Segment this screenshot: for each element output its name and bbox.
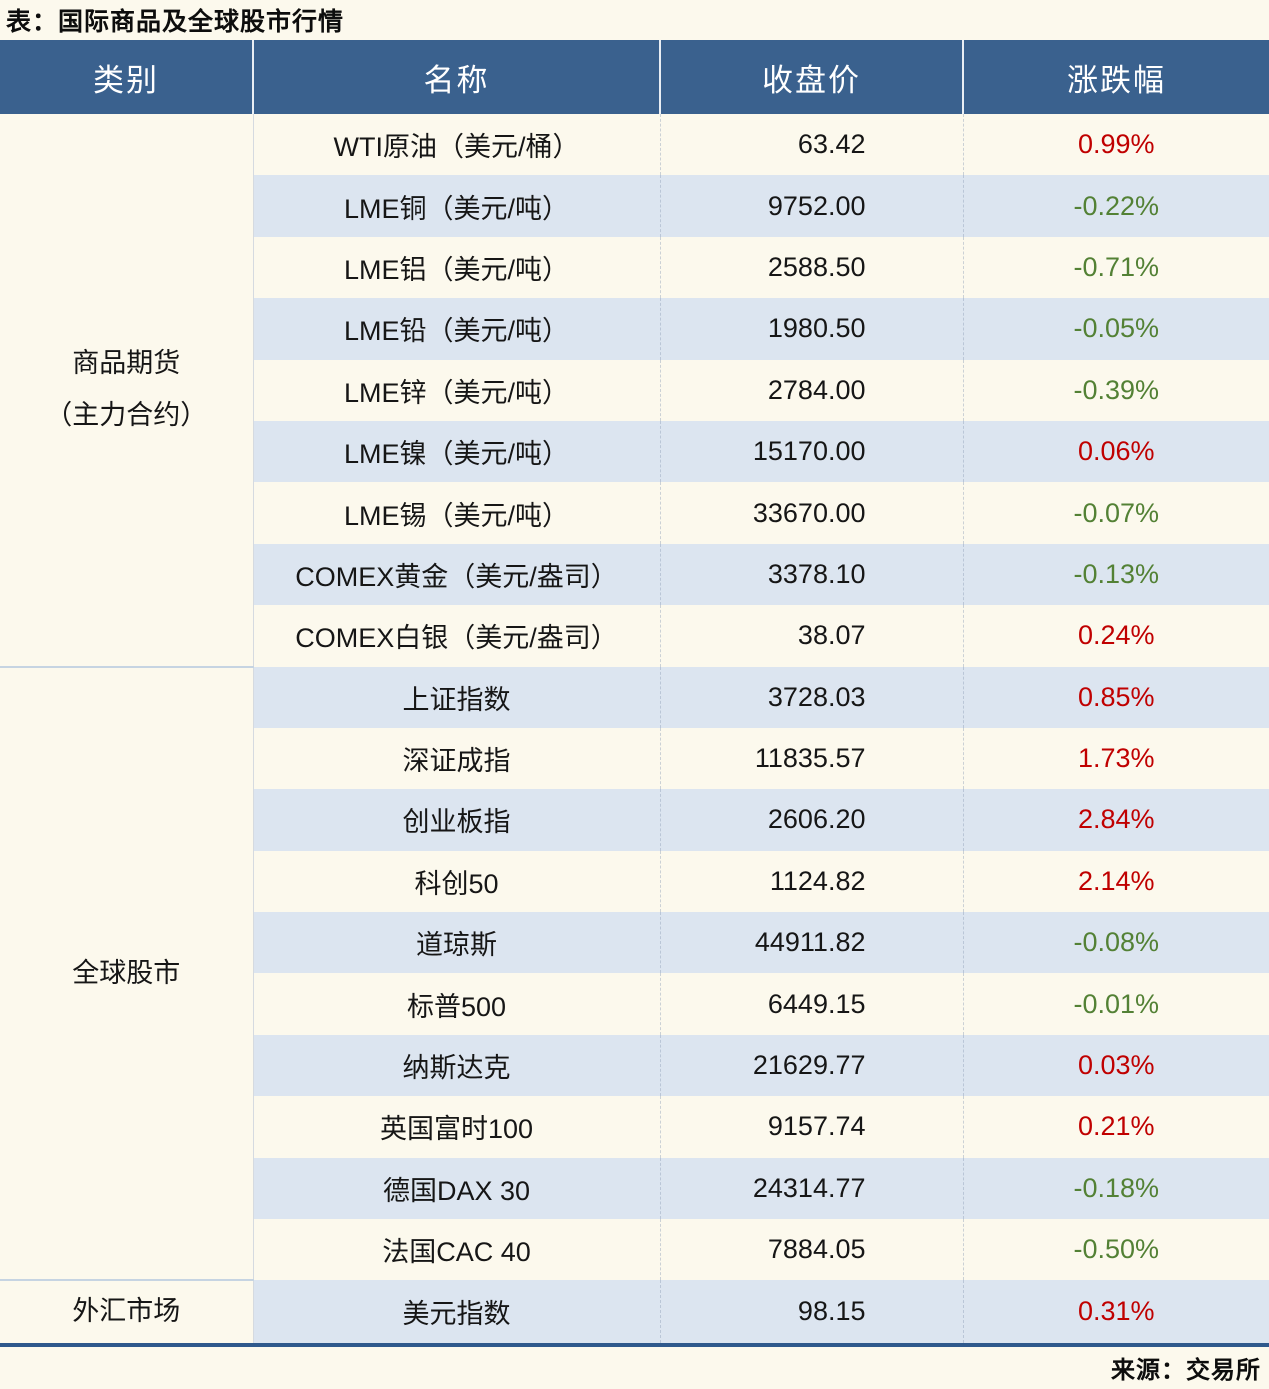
- table-row: 全球股市 上证指数 3728.03 0.85%: [0, 665, 1269, 1281]
- change-percent: -0.13%: [963, 543, 1269, 606]
- close-price: 9752.00: [660, 175, 964, 237]
- close-price: 1124.82: [660, 850, 964, 913]
- table-row: COMEX黄金（美元/盎司） 3378.10 -0.13%: [0, 543, 1269, 606]
- table-row: 道琼斯 44911.82 -0.08%: [0, 912, 1269, 974]
- category-cell-global-stocks: 全球股市: [0, 665, 254, 1281]
- close-price: 44911.82: [660, 912, 964, 974]
- instrument-name: WTI原油（美元/桶）: [253, 114, 661, 176]
- close-price: 63.42: [660, 114, 964, 176]
- table-row: LME镍（美元/吨） 15170.00 0.06%: [0, 420, 1269, 483]
- instrument-name: 创业板指: [253, 789, 661, 851]
- change-percent: -0.50%: [963, 1219, 1269, 1281]
- col-header-category: 类别: [0, 40, 254, 114]
- change-percent: 0.06%: [963, 420, 1269, 483]
- category-cell-forex: 外汇市场: [0, 1279, 254, 1347]
- table-row: LME铜（美元/吨） 9752.00 -0.22%: [0, 175, 1269, 237]
- close-price: 98.15: [660, 1280, 964, 1347]
- table-row: 德国DAX 30 24314.77 -0.18%: [0, 1157, 1269, 1220]
- instrument-name: 科创50: [253, 850, 661, 913]
- table-row: LME锡（美元/吨） 33670.00 -0.07%: [0, 482, 1269, 544]
- table-row: 深证成指 11835.57 1.73%: [0, 727, 1269, 790]
- instrument-name: 英国富时100: [253, 1096, 661, 1158]
- table-row: LME锌（美元/吨） 2784.00 -0.39%: [0, 359, 1269, 421]
- close-price: 33670.00: [660, 482, 964, 544]
- table-row: 外汇市场 美元指数 98.15 0.31%: [0, 1279, 1269, 1347]
- change-percent: 2.84%: [963, 789, 1269, 851]
- table-row: COMEX白银（美元/盎司） 38.07 0.24%: [0, 605, 1269, 667]
- change-percent: 0.85%: [963, 666, 1269, 728]
- instrument-name: COMEX白银（美元/盎司）: [253, 605, 661, 667]
- instrument-name: LME锡（美元/吨）: [253, 482, 661, 544]
- instrument-name: 上证指数: [253, 666, 661, 728]
- table-row: 科创50 1124.82 2.14%: [0, 850, 1269, 913]
- instrument-name: 法国CAC 40: [253, 1219, 661, 1281]
- table-row: 法国CAC 40 7884.05 -0.50%: [0, 1219, 1269, 1281]
- close-price: 9157.74: [660, 1096, 964, 1158]
- close-price: 11835.57: [660, 727, 964, 790]
- close-price: 6449.15: [660, 973, 964, 1035]
- close-price: 3378.10: [660, 543, 964, 606]
- col-header-change: 涨跌幅: [963, 40, 1269, 114]
- close-price: 2588.50: [660, 236, 964, 299]
- close-price: 2784.00: [660, 359, 964, 421]
- change-percent: 0.99%: [963, 114, 1269, 176]
- change-percent: 0.03%: [963, 1034, 1269, 1097]
- instrument-name: 深证成指: [253, 727, 661, 790]
- table-row: LME铅（美元/吨） 1980.50 -0.05%: [0, 298, 1269, 360]
- instrument-name: COMEX黄金（美元/盎司）: [253, 543, 661, 606]
- instrument-name: 道琼斯: [253, 912, 661, 974]
- close-price: 2606.20: [660, 789, 964, 851]
- page-title: 表：国际商品及全球股市行情: [6, 8, 345, 36]
- change-percent: 0.21%: [963, 1096, 1269, 1158]
- col-header-name: 名称: [253, 40, 661, 114]
- instrument-name: 德国DAX 30: [253, 1157, 661, 1220]
- change-percent: -0.07%: [963, 482, 1269, 544]
- change-percent: 0.24%: [963, 605, 1269, 667]
- table-row: 创业板指 2606.20 2.84%: [0, 789, 1269, 851]
- table-row: 纳斯达克 21629.77 0.03%: [0, 1034, 1269, 1097]
- quote-table: 类别 名称 收盘价 涨跌幅 商品期货 （主力合约） WTI原油（美元/桶） 63…: [0, 40, 1269, 1347]
- close-price: 24314.77: [660, 1157, 964, 1220]
- table-row: 标普500 6449.15 -0.01%: [0, 973, 1269, 1035]
- table-header: 类别 名称 收盘价 涨跌幅: [0, 40, 1269, 114]
- change-percent: -0.39%: [963, 359, 1269, 421]
- instrument-name: LME锌（美元/吨）: [253, 359, 661, 421]
- change-percent: -0.08%: [963, 912, 1269, 974]
- source-note: 来源：交易所: [1111, 1357, 1261, 1385]
- instrument-name: 标普500: [253, 973, 661, 1035]
- change-percent: -0.22%: [963, 175, 1269, 237]
- change-percent: -0.71%: [963, 236, 1269, 299]
- change-percent: 0.31%: [963, 1280, 1269, 1347]
- col-header-close: 收盘价: [660, 40, 964, 114]
- header-row: 类别 名称 收盘价 涨跌幅: [0, 40, 1269, 114]
- instrument-name: 纳斯达克: [253, 1034, 661, 1097]
- instrument-name: LME铜（美元/吨）: [253, 175, 661, 237]
- change-percent: -0.18%: [963, 1157, 1269, 1220]
- instrument-name: 美元指数: [253, 1280, 661, 1347]
- close-price: 21629.77: [660, 1034, 964, 1097]
- close-price: 38.07: [660, 605, 964, 667]
- change-percent: -0.05%: [963, 298, 1269, 360]
- table-row: 商品期货 （主力合约） WTI原油（美元/桶） 63.42 0.99%: [0, 114, 1269, 667]
- category-cell-commodity-futures: 商品期货 （主力合约）: [0, 114, 254, 667]
- change-percent: 2.14%: [963, 850, 1269, 913]
- close-price: 3728.03: [660, 666, 964, 728]
- change-percent: -0.01%: [963, 973, 1269, 1035]
- instrument-name: LME镍（美元/吨）: [253, 420, 661, 483]
- close-price: 1980.50: [660, 298, 964, 360]
- instrument-name: LME铅（美元/吨）: [253, 298, 661, 360]
- change-percent: 1.73%: [963, 727, 1269, 790]
- close-price: 15170.00: [660, 420, 964, 483]
- table-row: LME铝（美元/吨） 2588.50 -0.71%: [0, 236, 1269, 299]
- table-row: 英国富时100 9157.74 0.21%: [0, 1096, 1269, 1158]
- close-price: 7884.05: [660, 1219, 964, 1281]
- instrument-name: LME铝（美元/吨）: [253, 236, 661, 299]
